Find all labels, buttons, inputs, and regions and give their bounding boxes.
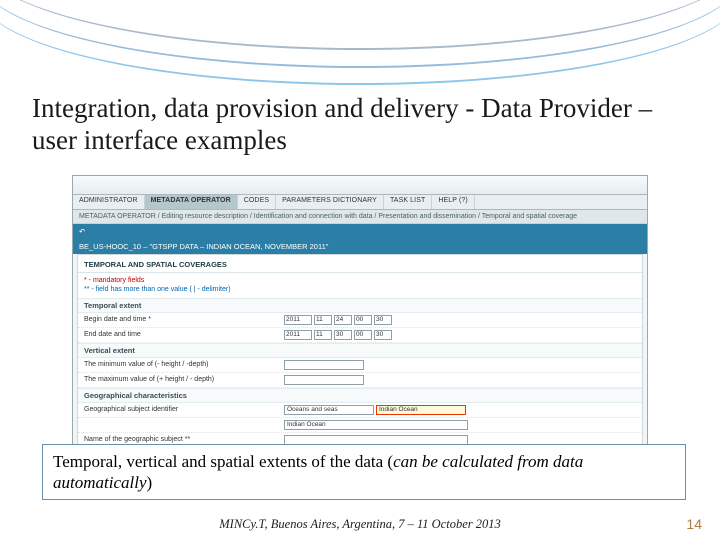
callout-box: Temporal, vertical and spatial extents o… — [42, 444, 686, 501]
panel-heading: TEMPORAL AND SPATIAL COVERAGES — [78, 257, 642, 273]
label-vmin: The minimum value of (- height / -depth) — [84, 361, 284, 368]
tab-parameters-dictionary[interactable]: PARAMETERS DICTIONARY — [276, 195, 384, 209]
label-geo-id: Geographical subject identifier — [84, 406, 284, 413]
end-month-select[interactable]: 11 — [314, 330, 332, 340]
callout-text-c: ) — [146, 473, 152, 492]
tab-administrator[interactable]: ADMINISTRATOR — [73, 195, 145, 209]
label-geo-name: Name of the geographic subject ** — [84, 436, 284, 443]
tab-codes[interactable]: CODES — [238, 195, 276, 209]
section-temporal: Temporal extent — [78, 298, 642, 313]
breadcrumb: METADATA OPERATOR / Editing resource des… — [73, 210, 647, 224]
dataset-title: BE_US-HOOC_10 – "GTSPP DATA – INDIAN OCE… — [73, 239, 647, 254]
tab-bar: ADMINISTRATOR METADATA OPERATOR CODES PA… — [73, 194, 647, 210]
row-vmax: The maximum value of (+ height / - depth… — [78, 373, 642, 388]
page-number: 14 — [686, 516, 702, 532]
geo-category-select[interactable]: Oceans and seas — [284, 405, 374, 415]
legend-multival: ** - field has more than one value ( | -… — [84, 286, 231, 293]
decor-wave — [0, 0, 720, 50]
slide-footer: MINCy.T, Buenos Aires, Argentina, 7 – 11… — [0, 517, 720, 532]
end-min-select[interactable]: 30 — [374, 330, 392, 340]
field-legend: * - mandatory fields ** - field has more… — [78, 273, 642, 298]
callout-text-a: Temporal, vertical and spatial extents o… — [53, 452, 393, 471]
label-begin-date: Begin date and time * — [84, 316, 284, 323]
begin-year-select[interactable]: 2011 — [284, 315, 312, 325]
slide-title: Integration, data provision and delivery… — [32, 92, 688, 157]
begin-day-select[interactable]: 24 — [334, 315, 352, 325]
vmin-field[interactable] — [284, 360, 364, 370]
window-header — [73, 176, 647, 194]
tab-task-list[interactable]: TASK LIST — [384, 195, 432, 209]
row-geo-selected: Indian Ocean — [78, 418, 642, 433]
label-vmax: The maximum value of (+ height / - depth… — [84, 376, 284, 383]
legend-mandatory: * - mandatory fields — [84, 277, 144, 284]
row-begin-date: Begin date and time * 2011 11 24 00 30 — [78, 313, 642, 328]
decor-wave — [0, 0, 720, 85]
back-link[interactable]: ↶ — [73, 224, 647, 239]
geo-subject-select[interactable]: Indian Ocean — [376, 405, 466, 415]
row-geo-id: Geographical subject identifier Oceans a… — [78, 403, 642, 418]
section-vertical: Vertical extent — [78, 343, 642, 358]
row-vmin: The minimum value of (- height / -depth) — [78, 358, 642, 373]
begin-month-select[interactable]: 11 — [314, 315, 332, 325]
begin-min-select[interactable]: 30 — [374, 315, 392, 325]
tab-metadata-operator[interactable]: METADATA OPERATOR — [145, 195, 238, 209]
label-end-date: End date and time — [84, 331, 284, 338]
end-hour-select[interactable]: 00 — [354, 330, 372, 340]
section-geo: Geographical characteristics — [78, 388, 642, 403]
end-day-select[interactable]: 30 — [334, 330, 352, 340]
tab-help[interactable]: HELP (?) — [432, 195, 474, 209]
vmax-field[interactable] — [284, 375, 364, 385]
geo-subject-value: Indian Ocean — [284, 420, 468, 430]
app-screenshot: ADMINISTRATOR METADATA OPERATOR CODES PA… — [72, 175, 648, 463]
begin-hour-select[interactable]: 00 — [354, 315, 372, 325]
decor-wave — [0, 0, 720, 68]
row-end-date: End date and time 2011 11 30 00 30 — [78, 328, 642, 343]
end-year-select[interactable]: 2011 — [284, 330, 312, 340]
